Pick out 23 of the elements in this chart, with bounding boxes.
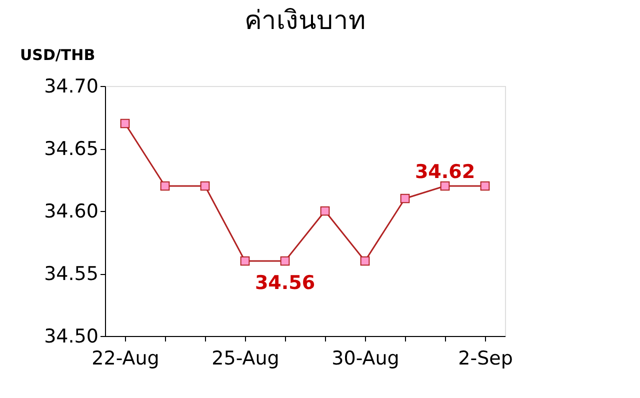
point bbox=[160, 181, 170, 191]
y-tick-label: 34.65 bbox=[44, 138, 98, 160]
y-tick-label: 34.60 bbox=[44, 200, 98, 222]
chart-title: ค่าเงินบาท bbox=[244, 6, 366, 36]
y-axis-title: USD/THB bbox=[20, 46, 96, 64]
point bbox=[200, 181, 210, 191]
data-label: 34.62 bbox=[414, 161, 476, 183]
y-tick-label: 34.50 bbox=[44, 326, 98, 348]
data-label: 34.56 bbox=[254, 272, 316, 294]
point bbox=[400, 194, 410, 204]
x-tick-label: 2-Sep bbox=[458, 348, 513, 370]
point bbox=[480, 181, 490, 191]
point bbox=[120, 118, 130, 128]
point bbox=[320, 206, 330, 216]
y-tick-label: 34.70 bbox=[44, 76, 98, 98]
x-tick-label: 25-Aug bbox=[212, 348, 280, 370]
x-tick-label: 22-Aug bbox=[92, 348, 160, 370]
point bbox=[360, 256, 370, 266]
point bbox=[440, 181, 450, 191]
x-tick-label: 30-Aug bbox=[332, 348, 400, 370]
point bbox=[280, 256, 290, 266]
point bbox=[240, 256, 250, 266]
y-tick-label: 34.55 bbox=[44, 263, 98, 285]
